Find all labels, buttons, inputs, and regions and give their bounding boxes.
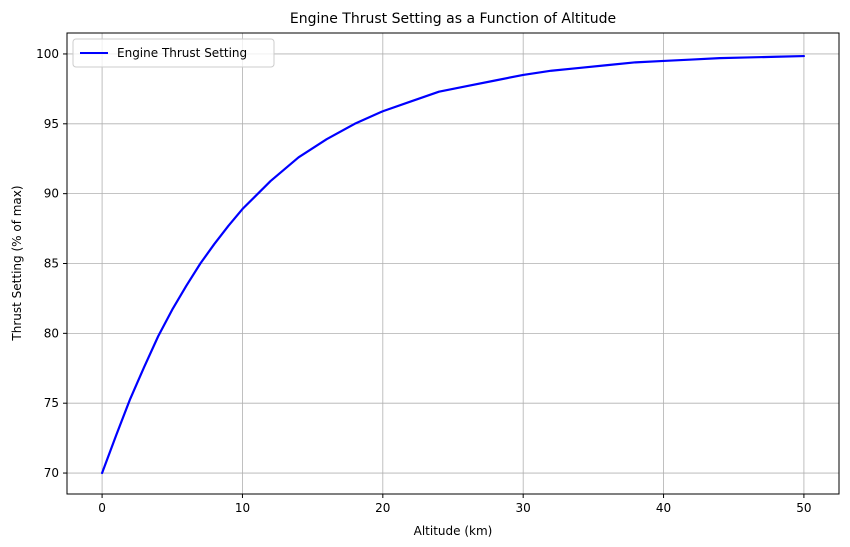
y-tick-label: 75 xyxy=(44,396,59,410)
legend-label: Engine Thrust Setting xyxy=(117,46,247,60)
legend-box xyxy=(72,38,275,68)
y-tick-label: 100 xyxy=(36,47,59,61)
x-tick-label: 20 xyxy=(375,501,390,515)
y-tick-label: 90 xyxy=(44,187,59,201)
legend: Engine Thrust Setting xyxy=(72,38,275,68)
y-tick-label: 85 xyxy=(44,257,59,271)
x-tick-label: 30 xyxy=(516,501,531,515)
y-tick-label: 70 xyxy=(44,466,59,480)
x-tick-label: 0 xyxy=(98,501,106,515)
chart-title: Engine Thrust Setting as a Function of A… xyxy=(290,11,616,27)
grid xyxy=(67,33,839,494)
series-layer xyxy=(100,54,806,475)
y-axis-label: Thrust Setting (% of max) xyxy=(10,185,24,341)
y-tick-label: 80 xyxy=(44,326,59,340)
x-axis-label: Altitude (km) xyxy=(414,524,493,538)
y-tick-label: 95 xyxy=(44,117,59,131)
x-axis-ticks: 0 10 20 30 40 50 xyxy=(98,494,812,515)
y-axis-ticks: 70 75 80 85 90 95 100 xyxy=(36,47,67,480)
x-tick-label: 10 xyxy=(235,501,250,515)
x-tick-label: 40 xyxy=(656,501,671,515)
series-line-0 xyxy=(100,54,806,475)
x-tick-label: 50 xyxy=(796,501,811,515)
